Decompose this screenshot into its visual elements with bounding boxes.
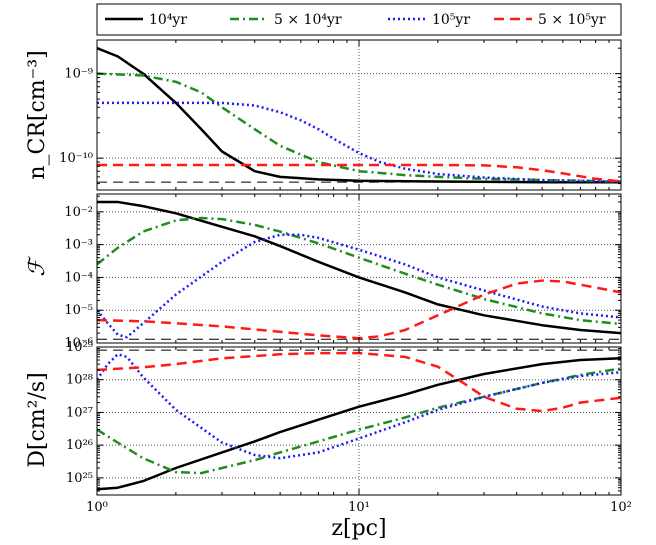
x-tick-label: 10⁰ (86, 500, 108, 515)
panel-diffusion: 10²⁵ 10²⁶ 10²⁷ 10²⁸ 10²⁹ 10⁰ 10¹ 10² (66, 340, 632, 515)
series-line-0 (97, 47, 621, 184)
ylabel-diffusion: D[cm²/s] (25, 372, 50, 468)
series-line-2 (97, 353, 621, 460)
y-tick-label: 10⁻² (64, 205, 93, 220)
y-tick-label: 10⁻⁹ (64, 67, 93, 82)
legend-label-0: 10⁴yr (149, 12, 187, 28)
series-line-3 (97, 351, 621, 413)
xlabel: z[pc] (331, 516, 386, 541)
grid (97, 194, 621, 343)
legend-label-3: 5 × 10⁵yr (538, 12, 606, 28)
y-tick-label: 10⁻¹⁰ (59, 151, 93, 166)
grid (97, 40, 621, 190)
ylabel-ncr: n_CR[cm⁻³] (25, 50, 50, 179)
series-line-3 (97, 163, 621, 183)
y-tick-label: 10²⁵ (66, 471, 93, 486)
series-line-1 (97, 367, 621, 475)
series-line-3 (97, 279, 621, 340)
panel-ncr: 10⁻¹⁰ 10⁻⁹ (59, 39, 622, 191)
ylabel-flux: ℱ (25, 256, 50, 277)
legend-label-1: 5 × 10⁴yr (274, 12, 342, 28)
y-tick-label: 10²⁸ (66, 373, 93, 388)
y-tick-label: 10²⁶ (66, 438, 93, 453)
x-tick-label: 10¹ (348, 500, 370, 515)
x-tick-label: 10² (610, 500, 632, 515)
grid (97, 347, 621, 495)
series-line-2 (97, 233, 621, 339)
legend-label-2: 10⁵yr (432, 12, 470, 28)
series-line-0 (97, 200, 621, 335)
y-tick-label: 10²⁹ (66, 340, 93, 355)
y-tick-label: 10⁻⁴ (64, 270, 93, 285)
y-tick-label: 10⁻⁶ (64, 336, 93, 351)
series-line-1 (97, 72, 621, 183)
y-tick-label: 10⁻⁵ (64, 303, 93, 318)
legend: 10⁴yr 5 × 10⁴yr 10⁵yr 5 × 10⁵yr (96, 3, 622, 36)
series-line-2 (97, 101, 621, 183)
y-tick-label: 10²⁷ (66, 405, 93, 420)
legend-frame (96, 3, 622, 36)
series-line-0 (97, 357, 621, 491)
series-line-1 (97, 216, 621, 326)
y-tick-label: 10⁻³ (64, 238, 93, 253)
panel-flux: 10⁻⁶ 10⁻⁵ 10⁻⁴ 10⁻³ 10⁻² (64, 193, 622, 351)
